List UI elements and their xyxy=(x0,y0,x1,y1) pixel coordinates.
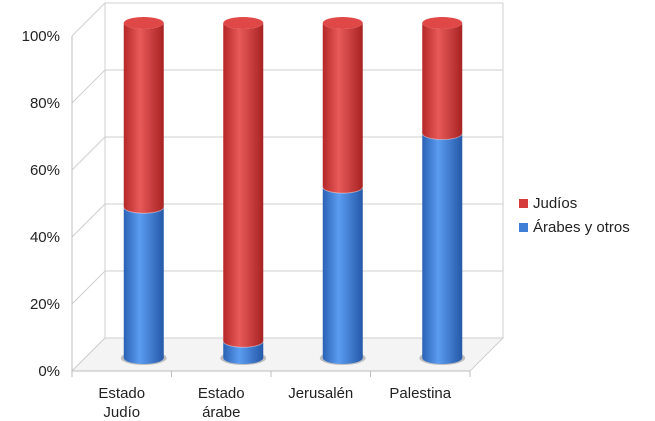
legend-swatch-arabes xyxy=(519,222,528,232)
gridline-side xyxy=(71,69,106,104)
legend-swatch-judios xyxy=(519,198,528,208)
gridline-side xyxy=(71,203,106,238)
legend-label-arabes: Árabes y otros xyxy=(533,218,630,236)
legend-label-judios: Judíos xyxy=(533,194,578,212)
bar-seam xyxy=(222,341,264,348)
legend-item-arabes: Árabes y otros xyxy=(519,215,630,239)
y-tick-label: 100% xyxy=(22,28,60,45)
y-tick-label: 20% xyxy=(30,296,60,313)
bars xyxy=(120,17,466,365)
y-tick-label: 0% xyxy=(38,363,60,380)
bar-segment-arabes xyxy=(422,133,463,364)
x-tick-label: Palestina xyxy=(389,385,451,402)
gridline-side xyxy=(71,136,106,171)
bar-segment-arabes xyxy=(322,187,363,364)
bar-segment-judios xyxy=(322,23,363,194)
gridline-side xyxy=(71,270,106,305)
bar-segment-arabes xyxy=(123,207,164,364)
y-tick-label: 60% xyxy=(30,162,60,179)
x-tick-label: Estado árabe xyxy=(198,385,245,421)
axis-labels: 0% 20% 40% 60% 80% 100% Estado Judío Estado árabe… xyxy=(22,28,452,421)
bar-seam xyxy=(421,133,463,141)
gridline-side xyxy=(71,2,106,37)
bar-seam xyxy=(123,207,165,214)
bar-segment-arabes xyxy=(223,341,264,364)
bar-segment-judios xyxy=(123,23,164,214)
x-tick-label: Estado Judío xyxy=(98,385,145,421)
bar-top-cap xyxy=(123,17,164,29)
axes xyxy=(70,3,505,377)
y-tick-label: 40% xyxy=(30,229,60,246)
bar-segment-judios xyxy=(223,23,264,348)
bar-top-cap xyxy=(422,17,463,29)
bar-top-cap xyxy=(322,17,363,29)
y-tick-label: 80% xyxy=(30,95,60,112)
bar-seam xyxy=(322,187,364,194)
bar-segment-judios xyxy=(422,23,463,140)
bar-top-cap xyxy=(223,17,264,29)
legend-item-judios: Judíos xyxy=(519,191,630,215)
x-tick-label: Jerusalén xyxy=(288,385,353,402)
legend: Judíos Árabes y otros xyxy=(519,191,630,239)
